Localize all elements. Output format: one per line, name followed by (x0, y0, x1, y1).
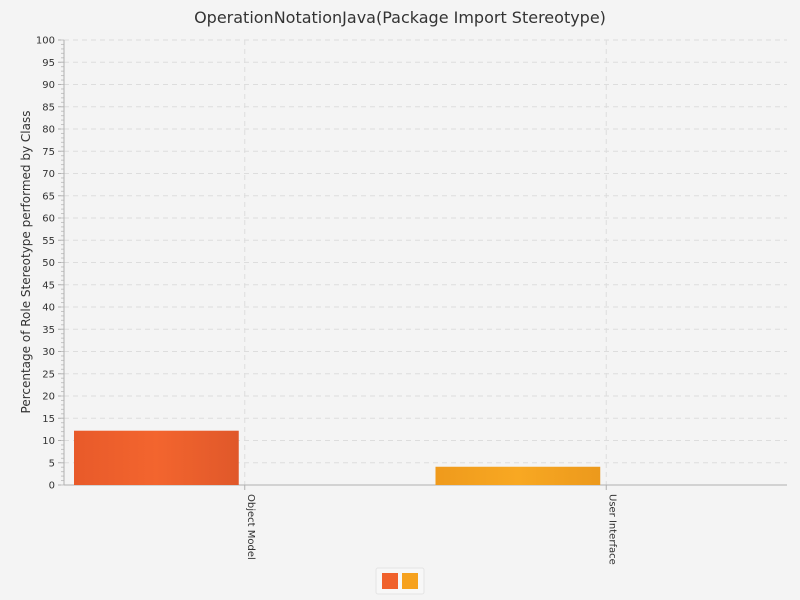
y-tick-label: 20 (42, 392, 55, 403)
y-tick-label: 60 (42, 214, 55, 225)
y-axis-label: Percentage of Role Stereotype performed … (19, 111, 33, 414)
y-tick-label: 90 (42, 80, 55, 91)
grid-lines (64, 39, 787, 485)
y-tick-label: 55 (42, 236, 55, 247)
y-tick-label: 75 (42, 147, 55, 158)
legend (375, 567, 425, 595)
y-tick-label: 0 (49, 481, 55, 492)
chart-title: OperationNotationJava(Package Import Ste… (194, 8, 606, 27)
y-tick-label: 30 (42, 347, 55, 358)
y-tick-label: 35 (42, 325, 55, 336)
y-tick-label: 100 (36, 36, 55, 47)
bar-object-model (74, 430, 239, 485)
bar-user-interface (435, 466, 601, 485)
y-tick-label: 40 (42, 303, 55, 314)
x-tick-label: User Interface (606, 494, 617, 565)
x-tick-label: Object Model (245, 494, 256, 560)
y-tick-label: 95 (42, 58, 55, 69)
y-tick-label: 15 (42, 414, 55, 425)
bars (74, 430, 601, 485)
legend-swatch (402, 573, 418, 589)
tick-labels: 0 5 10 15 20 25 30 35 40 45 50 55 60 65 70 75 80 85 90 95 10… (36, 36, 617, 565)
y-tick-label: 85 (42, 102, 55, 113)
y-tick-label: 65 (42, 191, 55, 202)
y-tick-label: 25 (42, 369, 55, 380)
legend-swatch (382, 573, 398, 589)
y-tick-label: 80 (42, 125, 55, 136)
y-tick-label: 45 (42, 280, 55, 291)
y-tick-label: 5 (49, 458, 55, 469)
y-tick-label: 50 (42, 258, 55, 269)
y-tick-label: 70 (42, 169, 55, 180)
y-tick-label: 10 (42, 436, 55, 447)
